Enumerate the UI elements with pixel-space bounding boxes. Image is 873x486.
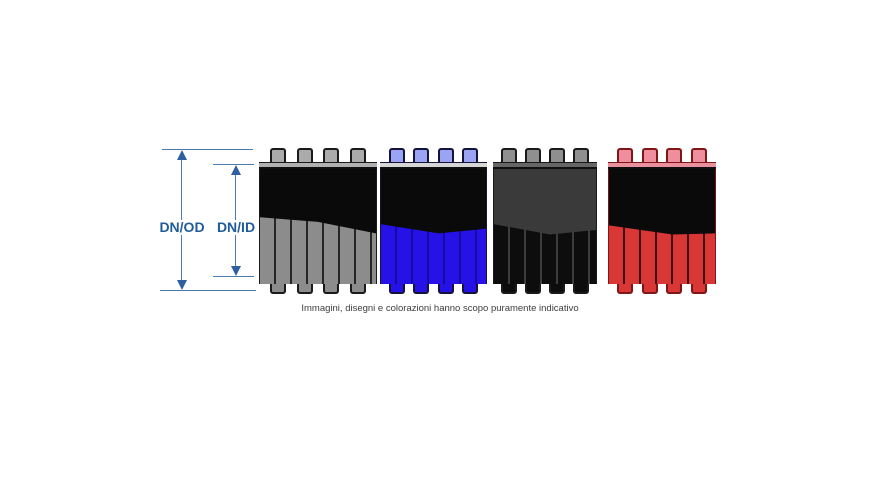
corrugation-tab [388,284,405,294]
corrugation-knob [691,148,708,162]
corrugation-knob [413,148,430,162]
corrugation-tab [501,284,517,294]
corrugation-tab [525,284,541,294]
corrugation-tab [323,284,340,294]
corrugation-tab [549,284,565,294]
tube-interior [260,169,376,234]
corrugation-tab [616,284,633,294]
tube-ribs [259,169,377,284]
corrugation-tab [573,284,589,294]
od-top-extension-line [162,149,253,150]
tube-ribs [608,169,716,284]
tube-red [608,148,716,294]
corrugation-knob [501,148,517,162]
corrugation-knob [323,148,340,162]
dn-od-label: DN/OD [157,219,207,235]
corrugation-tab [296,284,313,294]
od-arrow-down-icon [177,280,187,290]
corrugation-knob [616,148,633,162]
od-arrow-up-icon [177,150,187,160]
id-arrow-up-icon [231,165,241,175]
tube-top-bar [259,162,377,169]
corrugation-tab [413,284,430,294]
tube-bottom-crests [380,284,487,294]
corrugation-knob [388,148,405,162]
tube-top-crests [259,148,377,162]
dn-id-label: DN/ID [214,219,258,235]
corrugation-tab [691,284,708,294]
corrugation-knob [573,148,589,162]
tube-top-crests [380,148,487,162]
corrugation-tab [437,284,454,294]
tube-blue [380,148,487,294]
tube-interior [609,169,715,235]
tube-black [493,148,597,294]
tube-bottom-crests [259,284,377,294]
tube-top-bar [493,162,597,169]
tube-gray [259,148,377,294]
corrugation-knob [666,148,683,162]
od-bottom-extension-line [160,290,256,291]
corrugation-knob [462,148,479,162]
corrugation-knob [350,148,367,162]
corrugation-tab [462,284,479,294]
corrugation-tab [269,284,286,294]
corrugation-knob [437,148,454,162]
tube-bottom-crests [608,284,716,294]
id-arrow-down-icon [231,266,241,276]
tube-top-crests [493,148,597,162]
corrugation-knob [296,148,313,162]
id-top-extension-line [213,164,254,165]
corrugation-knob [641,148,658,162]
corrugation-knob [549,148,565,162]
corrugation-tab [641,284,658,294]
tube-interior [494,169,596,235]
tube-interior [381,169,486,234]
corrugation-tab [350,284,367,294]
tube-top-bar [380,162,487,169]
id-bottom-extension-line [213,276,254,277]
corrugation-tab [666,284,683,294]
tube-ribs [380,169,487,284]
corrugation-knob [525,148,541,162]
tube-top-crests [608,148,716,162]
tube-top-bar [608,162,716,169]
corrugation-knob [269,148,286,162]
tube-bottom-crests [493,284,597,294]
disclaimer-caption: Immagini, disegni e colorazioni hanno sc… [301,303,579,314]
tube-ribs [493,169,597,284]
